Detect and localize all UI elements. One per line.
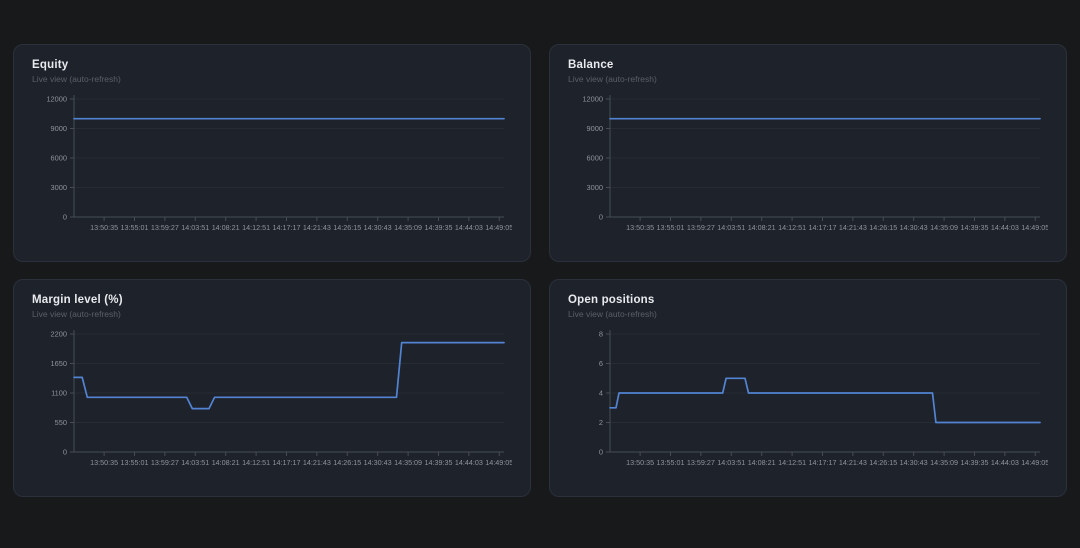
svg-text:13:59:27: 13:59:27 <box>151 458 179 467</box>
panel-title-margin-level: Margin level (%) <box>32 294 123 306</box>
svg-text:14:44:03: 14:44:03 <box>991 223 1019 232</box>
panel-margin-level: Margin level (%) Live view (auto-refresh… <box>13 279 531 497</box>
svg-text:14:44:03: 14:44:03 <box>991 458 1019 467</box>
panel-subtitle-equity: Live view (auto-refresh) <box>32 74 121 84</box>
svg-text:13:55:01: 13:55:01 <box>657 458 685 467</box>
svg-text:14:30:43: 14:30:43 <box>364 223 392 232</box>
svg-text:13:50:35: 13:50:35 <box>90 223 118 232</box>
panel-open-positions: Open positions Live view (auto-refresh) … <box>549 279 1067 497</box>
svg-text:14:08:21: 14:08:21 <box>748 223 776 232</box>
panel-title-open-positions: Open positions <box>568 294 655 306</box>
svg-text:2: 2 <box>599 418 603 427</box>
svg-text:2200: 2200 <box>51 330 67 339</box>
svg-text:14:17:17: 14:17:17 <box>272 458 300 467</box>
svg-text:550: 550 <box>55 418 67 427</box>
svg-text:14:03:51: 14:03:51 <box>717 223 745 232</box>
equity-line-chart: 0 3000 6000 9000 12000 13:50:35 13:55:01 13:59:… <box>46 95 512 232</box>
panel-subtitle-open-positions: Live view (auto-refresh) <box>568 309 657 319</box>
panel-balance: Balance Live view (auto-refresh) 0 3000 60… <box>549 44 1067 262</box>
svg-text:14:21:43: 14:21:43 <box>303 458 331 467</box>
svg-text:9000: 9000 <box>51 124 67 133</box>
svg-text:14:08:21: 14:08:21 <box>748 458 776 467</box>
svg-text:14:26:15: 14:26:15 <box>869 223 897 232</box>
svg-text:6: 6 <box>599 359 603 368</box>
panel-subtitle-margin-level: Live view (auto-refresh) <box>32 309 121 319</box>
svg-text:13:50:35: 13:50:35 <box>626 223 654 232</box>
svg-text:14:44:03: 14:44:03 <box>455 458 483 467</box>
svg-text:14:35:09: 14:35:09 <box>930 223 958 232</box>
svg-text:1650: 1650 <box>51 359 67 368</box>
svg-text:14:44:03: 14:44:03 <box>455 223 483 232</box>
svg-text:14:03:51: 14:03:51 <box>181 458 209 467</box>
svg-text:14:30:43: 14:30:43 <box>900 458 928 467</box>
svg-text:14:39:35: 14:39:35 <box>424 223 452 232</box>
svg-text:13:59:27: 13:59:27 <box>687 223 715 232</box>
svg-text:14:12:51: 14:12:51 <box>778 223 806 232</box>
svg-text:13:55:01: 13:55:01 <box>657 223 685 232</box>
svg-text:14:30:43: 14:30:43 <box>364 458 392 467</box>
svg-text:14:08:21: 14:08:21 <box>212 223 240 232</box>
svg-text:14:17:17: 14:17:17 <box>808 458 836 467</box>
svg-text:14:26:15: 14:26:15 <box>333 458 361 467</box>
svg-text:14:30:43: 14:30:43 <box>900 223 928 232</box>
panel-title-equity: Equity <box>32 59 69 71</box>
svg-text:14:12:51: 14:12:51 <box>242 458 270 467</box>
svg-text:13:55:01: 13:55:01 <box>121 223 149 232</box>
svg-text:14:49:05: 14:49:05 <box>1021 223 1048 232</box>
svg-text:9000: 9000 <box>587 124 603 133</box>
svg-text:14:12:51: 14:12:51 <box>242 223 270 232</box>
panel-equity: Equity Live view (auto-refresh) 0 3000 600… <box>13 44 531 262</box>
svg-text:14:21:43: 14:21:43 <box>839 223 867 232</box>
svg-text:14:17:17: 14:17:17 <box>808 223 836 232</box>
dashboard-grid: Equity Live view (auto-refresh) 0 3000 600… <box>13 44 1067 497</box>
svg-text:1100: 1100 <box>51 389 67 398</box>
svg-text:6000: 6000 <box>51 154 67 163</box>
svg-text:14:39:35: 14:39:35 <box>960 223 988 232</box>
svg-text:13:50:35: 13:50:35 <box>90 458 118 467</box>
svg-text:8: 8 <box>599 330 603 339</box>
svg-text:13:50:35: 13:50:35 <box>626 458 654 467</box>
svg-text:13:55:01: 13:55:01 <box>121 458 149 467</box>
svg-text:14:49:05: 14:49:05 <box>485 223 512 232</box>
svg-text:0: 0 <box>599 448 603 457</box>
panel-subtitle-balance: Live view (auto-refresh) <box>568 74 657 84</box>
svg-text:12000: 12000 <box>582 95 603 104</box>
svg-text:14:49:05: 14:49:05 <box>485 458 512 467</box>
svg-text:0: 0 <box>63 448 67 457</box>
svg-text:14:21:43: 14:21:43 <box>839 458 867 467</box>
svg-text:13:59:27: 13:59:27 <box>687 458 715 467</box>
svg-text:0: 0 <box>599 213 603 222</box>
svg-text:14:49:05: 14:49:05 <box>1021 458 1048 467</box>
svg-text:14:21:43: 14:21:43 <box>303 223 331 232</box>
svg-text:14:17:17: 14:17:17 <box>272 223 300 232</box>
svg-text:14:35:09: 14:35:09 <box>930 458 958 467</box>
svg-text:14:03:51: 14:03:51 <box>181 223 209 232</box>
svg-text:13:59:27: 13:59:27 <box>151 223 179 232</box>
svg-text:14:35:09: 14:35:09 <box>394 223 422 232</box>
svg-text:3000: 3000 <box>51 183 67 192</box>
balance-line-chart: 0 3000 6000 9000 12000 13:50:35 13:55:01 13:59:… <box>582 95 1048 232</box>
svg-text:6000: 6000 <box>587 154 603 163</box>
svg-text:14:08:21: 14:08:21 <box>212 458 240 467</box>
svg-text:4: 4 <box>599 389 603 398</box>
svg-text:12000: 12000 <box>46 95 67 104</box>
svg-text:14:26:15: 14:26:15 <box>333 223 361 232</box>
panel-title-balance: Balance <box>568 59 614 71</box>
svg-text:14:26:15: 14:26:15 <box>869 458 897 467</box>
svg-text:14:35:09: 14:35:09 <box>394 458 422 467</box>
svg-text:3000: 3000 <box>587 183 603 192</box>
svg-text:0: 0 <box>63 213 67 222</box>
svg-text:14:03:51: 14:03:51 <box>717 458 745 467</box>
margin-level-line-chart: 0 550 1100 1650 2200 13:50:35 13:55:01 13:59:27… <box>51 330 512 467</box>
svg-text:14:39:35: 14:39:35 <box>960 458 988 467</box>
svg-text:14:12:51: 14:12:51 <box>778 458 806 467</box>
svg-text:14:39:35: 14:39:35 <box>424 458 452 467</box>
